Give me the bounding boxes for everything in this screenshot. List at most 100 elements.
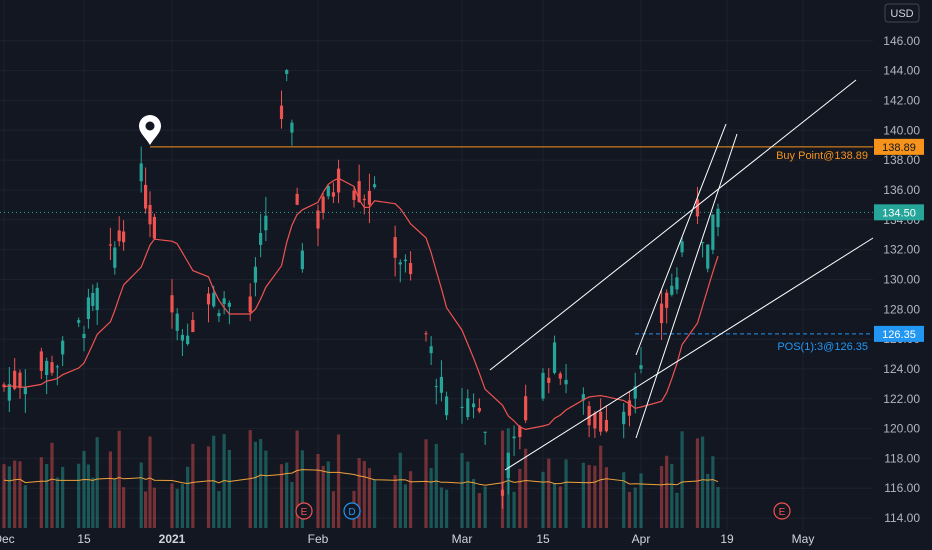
time-axis-tick: 2021 [159, 532, 186, 546]
price-axis-tick: 118.00 [884, 451, 920, 465]
volume-bar [593, 465, 597, 528]
volume-bar [180, 484, 185, 528]
volume-bar [695, 438, 700, 528]
price-moving-average-line [3, 177, 719, 431]
volume-bar [362, 461, 366, 528]
volume-bar [86, 464, 90, 528]
candle-body [113, 247, 117, 268]
candle-body [716, 208, 720, 228]
volume-bar [716, 486, 720, 528]
candle-body [326, 185, 330, 197]
candle-body [91, 292, 95, 306]
steep-channel-upper-line[interactable] [635, 123, 727, 356]
volume-bar [558, 486, 562, 528]
channel-upper-line[interactable] [489, 79, 857, 371]
price-axis-tick: 132.00 [883, 243, 920, 257]
volume-bar [706, 473, 710, 528]
candle-body [403, 259, 408, 262]
candle-body [13, 370, 17, 389]
candle-body [2, 384, 6, 388]
candle-body [82, 333, 86, 338]
candle-body [55, 366, 59, 368]
price-axis-tick: 130.00 [883, 272, 920, 286]
volume-bar [460, 453, 464, 528]
volume-moving-average-line [3, 469, 719, 486]
candle-body [512, 436, 516, 439]
volume-bar [398, 452, 402, 528]
time-axis[interactable]: Dec 15 2021 Feb Mar 15 Apr 19 May [0, 532, 814, 546]
buy-point-label: Buy Point@138.89 [776, 150, 868, 162]
volume-bar [170, 483, 174, 528]
candle-body [372, 184, 377, 188]
upcoming-earnings-marker[interactable]: E [773, 502, 791, 520]
volume-bar [587, 464, 591, 528]
dividend-marker[interactable]: D [343, 502, 361, 520]
currency-label: USD [890, 8, 913, 20]
candle-body [460, 406, 464, 408]
candle-body [18, 372, 22, 388]
volume-bar [670, 463, 674, 528]
volume-bar [627, 491, 632, 528]
volume-bar [295, 430, 299, 528]
volume-bar [300, 450, 304, 528]
candle-body [639, 365, 643, 369]
volume-bar [139, 462, 143, 528]
volume-bar [95, 437, 99, 528]
candle-body [659, 303, 664, 324]
position-price-tag: 126.35 [874, 325, 924, 342]
price-axis-tick: 146.00 [883, 34, 920, 48]
earnings-marker[interactable]: E [295, 502, 313, 520]
volume-bar [23, 485, 27, 528]
position-label: POS(1):3@126.35 [777, 341, 868, 353]
currency-badge[interactable]: USD [884, 3, 920, 23]
candle-body [362, 198, 366, 201]
volume-bar [279, 464, 284, 528]
candle-body [695, 199, 700, 217]
volume-bar [113, 479, 117, 528]
candle-body [180, 334, 185, 341]
price-axis-tick: 114.00 [884, 511, 920, 525]
time-axis-tick: Mar [452, 532, 473, 546]
candle-body [95, 287, 99, 311]
candle-body [477, 408, 481, 412]
candle-body [439, 376, 444, 393]
channel-lower-line[interactable] [504, 237, 874, 471]
volume-bar [444, 489, 449, 528]
volume-bar [7, 466, 11, 528]
volume-bar [429, 468, 433, 528]
candle-body [217, 313, 221, 317]
candle-body [466, 398, 470, 417]
volume-bar [336, 434, 341, 528]
volume-bar [439, 487, 444, 528]
time-axis-tick: 15 [77, 532, 91, 546]
time-axis-tick: Dec [0, 532, 15, 546]
candle-body [706, 244, 710, 269]
time-axis-tick: 19 [720, 532, 734, 546]
candle-body [518, 426, 522, 438]
candle-body [61, 340, 65, 355]
price-axis-tick: 144.00 [883, 64, 920, 78]
volume-bar [665, 455, 669, 528]
volume-bar [55, 477, 59, 528]
volume-bar [316, 454, 320, 528]
volume-bar [331, 491, 336, 528]
volume-bar [321, 465, 325, 528]
volume-bar [117, 430, 121, 528]
trend-channel-drawings[interactable] [489, 79, 874, 471]
volume-bar [357, 458, 361, 528]
candle-body [524, 396, 528, 421]
volume-bar [186, 466, 190, 528]
candle-body [500, 489, 505, 496]
volume-bar [326, 461, 330, 528]
volume-bar [175, 488, 179, 528]
candle-body [290, 122, 294, 133]
candle-body [593, 412, 597, 429]
price-axis-tick: 116.00 [884, 481, 920, 495]
steep-channel-lower-line[interactable] [635, 133, 738, 439]
price-axis-tick: 136.00 [883, 183, 920, 197]
candle-body [222, 298, 226, 304]
map-pin-icon[interactable] [139, 96, 161, 145]
candle-body [587, 406, 591, 426]
candle-body [633, 386, 637, 399]
